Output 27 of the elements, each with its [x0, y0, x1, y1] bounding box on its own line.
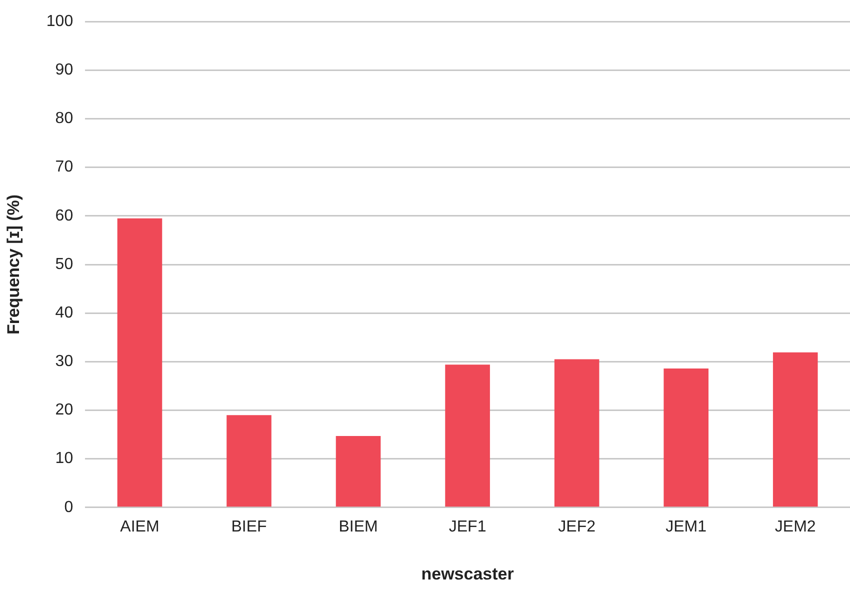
y-tick-label: 20 [55, 402, 74, 419]
y-tick-label: 100 [46, 13, 74, 30]
x-tick-label: JEF2 [558, 518, 596, 536]
y-tick-label: 0 [64, 498, 74, 516]
x-tick-label: BIEF [231, 518, 268, 536]
x-tick-label: BIEM [338, 518, 378, 536]
y-tick-label: 90 [55, 62, 74, 79]
bar [554, 359, 600, 507]
bar [772, 352, 818, 507]
bar [336, 436, 381, 507]
y-axis-title: Frequency [ɪ] (%) [4, 194, 23, 335]
x-tick-label: JEF1 [448, 518, 486, 536]
x-tick-label: JEM2 [774, 518, 816, 536]
x-axis-title: newscaster [421, 564, 514, 584]
y-tick-label: 10 [55, 450, 74, 468]
y-tick-label: 50 [55, 256, 74, 273]
y-tick-label: 70 [55, 158, 74, 176]
bar [226, 415, 272, 507]
y-tick-label: 60 [55, 207, 74, 224]
x-tick-label: AIEM [120, 518, 160, 536]
y-tick-label: 80 [55, 110, 74, 128]
y-tick-label: 40 [55, 304, 74, 322]
x-tick-label: JEM1 [666, 518, 707, 536]
bar [117, 218, 162, 507]
bar [664, 368, 708, 507]
bar [445, 364, 490, 507]
y-tick-label: 30 [55, 353, 74, 370]
